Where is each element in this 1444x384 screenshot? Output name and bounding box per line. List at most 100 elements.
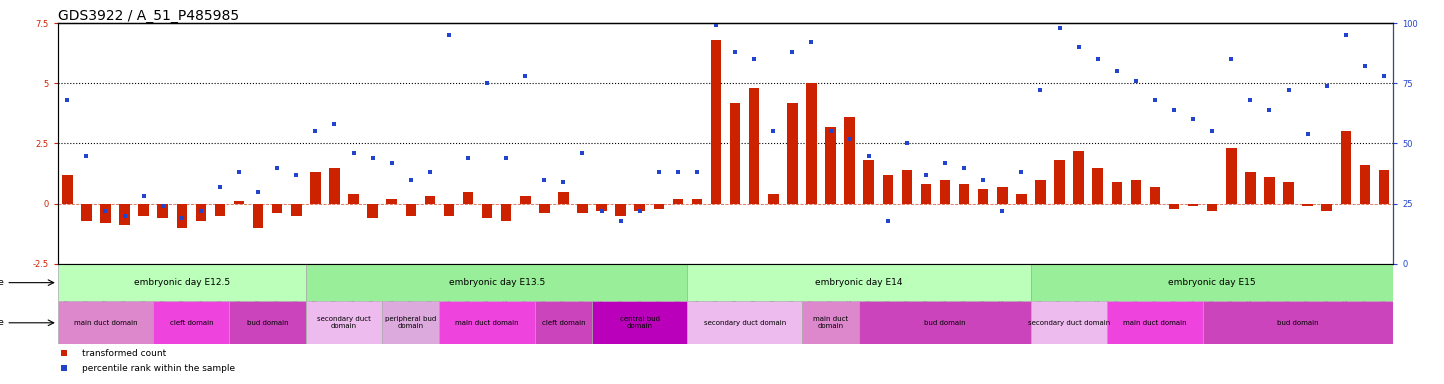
Bar: [292, 204, 302, 216]
Bar: [859, 301, 1031, 344]
Text: peripheral bud
domain: peripheral bud domain: [386, 316, 436, 329]
Bar: [1207, 204, 1217, 211]
Bar: [176, 204, 188, 228]
Bar: [749, 88, 760, 204]
Bar: [996, 187, 1008, 204]
Bar: [787, 103, 797, 204]
Bar: [1035, 180, 1045, 204]
Text: main duct domain: main duct domain: [74, 320, 137, 326]
Bar: [654, 204, 664, 209]
Bar: [882, 175, 892, 204]
Bar: [215, 204, 225, 216]
Text: secondary duct domain: secondary duct domain: [1028, 320, 1110, 326]
Text: embryonic day E15: embryonic day E15: [1168, 278, 1256, 287]
Bar: [1360, 165, 1370, 204]
Bar: [539, 204, 550, 214]
Bar: [230, 301, 306, 344]
Text: embryonic day E13.5: embryonic day E13.5: [449, 278, 544, 287]
Bar: [1321, 204, 1331, 211]
Bar: [901, 170, 913, 204]
Text: transformed count: transformed count: [82, 349, 166, 358]
Bar: [1264, 177, 1275, 204]
Text: secondary duct
domain: secondary duct domain: [318, 316, 371, 329]
Bar: [959, 184, 969, 204]
Text: bud domain: bud domain: [1278, 320, 1318, 326]
Bar: [1188, 204, 1199, 206]
Bar: [559, 192, 569, 204]
Bar: [387, 199, 397, 204]
Bar: [1226, 148, 1236, 204]
Text: main duct
domain: main duct domain: [813, 316, 848, 329]
Bar: [978, 189, 989, 204]
Bar: [1054, 161, 1064, 204]
Bar: [439, 301, 534, 344]
Bar: [271, 204, 283, 214]
Text: main duct domain: main duct domain: [1123, 320, 1187, 326]
Bar: [768, 194, 778, 204]
Bar: [1112, 182, 1122, 204]
Bar: [1245, 172, 1256, 204]
Bar: [729, 103, 741, 204]
Bar: [845, 117, 855, 204]
Bar: [234, 201, 244, 204]
Bar: [692, 199, 702, 204]
Bar: [310, 172, 321, 204]
Text: secondary duct domain: secondary duct domain: [703, 320, 786, 326]
Bar: [406, 204, 416, 216]
Bar: [801, 301, 859, 344]
Bar: [58, 264, 306, 301]
Text: embryonic day E14: embryonic day E14: [816, 278, 902, 287]
Bar: [1108, 301, 1203, 344]
Text: main duct domain: main duct domain: [455, 320, 518, 326]
Bar: [153, 301, 230, 344]
Bar: [921, 184, 931, 204]
Text: bud domain: bud domain: [247, 320, 289, 326]
Bar: [940, 180, 950, 204]
Bar: [58, 301, 153, 344]
Bar: [1149, 187, 1160, 204]
Text: GDS3922 / A_51_P485985: GDS3922 / A_51_P485985: [58, 9, 238, 23]
Bar: [1302, 204, 1313, 206]
Bar: [139, 204, 149, 216]
Text: percentile rank within the sample: percentile rank within the sample: [82, 364, 235, 373]
Bar: [592, 301, 687, 344]
Bar: [634, 204, 645, 211]
Bar: [443, 204, 455, 216]
Bar: [253, 204, 263, 228]
Text: central bud
domain: central bud domain: [619, 316, 660, 329]
Bar: [462, 192, 474, 204]
Bar: [306, 264, 687, 301]
Bar: [864, 161, 874, 204]
Bar: [826, 127, 836, 204]
Bar: [157, 204, 168, 218]
Text: cleft domain: cleft domain: [542, 320, 585, 326]
Bar: [306, 301, 383, 344]
Bar: [1203, 301, 1393, 344]
Bar: [1284, 182, 1294, 204]
Bar: [615, 204, 625, 216]
Text: age: age: [0, 278, 4, 287]
Bar: [1131, 180, 1141, 204]
Bar: [383, 301, 439, 344]
Bar: [1017, 194, 1027, 204]
Text: cleft domain: cleft domain: [169, 320, 214, 326]
Bar: [710, 40, 722, 204]
Bar: [1093, 167, 1103, 204]
Bar: [482, 204, 492, 218]
Bar: [687, 264, 1031, 301]
Bar: [425, 197, 435, 204]
Text: bud domain: bud domain: [924, 320, 966, 326]
Bar: [1398, 175, 1408, 204]
Bar: [578, 204, 588, 214]
Bar: [596, 204, 606, 211]
Bar: [1168, 204, 1180, 209]
Bar: [62, 175, 72, 204]
Bar: [120, 204, 130, 225]
Bar: [1031, 264, 1393, 301]
Bar: [81, 204, 91, 220]
Bar: [329, 167, 339, 204]
Bar: [1073, 151, 1084, 204]
Bar: [1340, 131, 1352, 204]
Bar: [1379, 170, 1389, 204]
Bar: [100, 204, 111, 223]
